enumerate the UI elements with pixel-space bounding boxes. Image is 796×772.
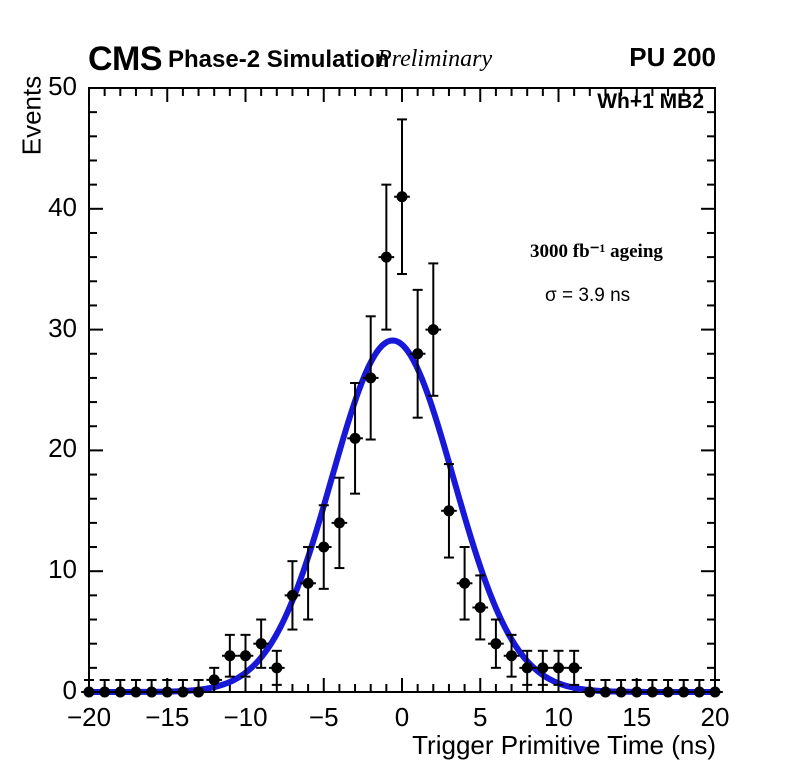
sigma-label: σ = 3.9 ns bbox=[545, 285, 631, 306]
x-tick-label: 15 bbox=[622, 702, 652, 732]
x-tick-label: 20 bbox=[700, 702, 730, 732]
pileup-label: PU 200 bbox=[629, 42, 716, 72]
ageing-label: 3000 fb⁻¹ ageing bbox=[530, 241, 663, 262]
x-tick-label: −20 bbox=[66, 702, 112, 732]
y-tick-label: 40 bbox=[48, 191, 77, 222]
y-tick-label: 30 bbox=[48, 312, 77, 343]
x-tick-label: −15 bbox=[145, 702, 190, 732]
x-tick-label: −10 bbox=[223, 702, 268, 732]
chamber-label: Wh+1 MB2 bbox=[597, 90, 704, 113]
simulation-label: Phase-2 Simulation bbox=[168, 46, 390, 73]
cms-logo-text: CMS bbox=[88, 40, 163, 78]
x-axis-title: Trigger Primitive Time (ns) bbox=[412, 730, 716, 760]
y-tick-label: 10 bbox=[48, 554, 77, 585]
plot-frame bbox=[88, 87, 716, 693]
preliminary-label: Preliminary bbox=[377, 46, 493, 72]
x-tick-label: 10 bbox=[544, 702, 573, 732]
y-tick-label: 50 bbox=[48, 71, 77, 101]
y-axis-title: Events bbox=[16, 75, 47, 156]
x-tick-label: 5 bbox=[473, 702, 488, 732]
y-tick-label: 20 bbox=[48, 433, 77, 464]
y-tick-label: 0 bbox=[62, 675, 77, 705]
x-tick-label: 0 bbox=[394, 702, 410, 732]
x-tick-label: −5 bbox=[308, 702, 339, 732]
